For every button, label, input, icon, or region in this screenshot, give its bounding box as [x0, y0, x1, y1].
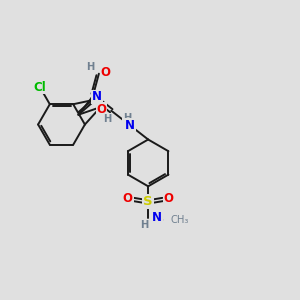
Text: S: S [143, 195, 153, 208]
Text: Cl: Cl [33, 81, 46, 94]
Text: N: N [152, 211, 162, 224]
Text: O: O [123, 192, 133, 206]
Text: CH₃: CH₃ [170, 215, 189, 225]
Text: H: H [86, 62, 94, 72]
Text: H: H [103, 114, 111, 124]
Text: H: H [140, 220, 149, 230]
Text: O: O [97, 103, 106, 116]
Text: O: O [100, 66, 110, 79]
Text: N: N [92, 91, 102, 103]
Text: H: H [123, 113, 131, 124]
Text: O: O [164, 192, 174, 206]
Text: N: N [125, 118, 135, 132]
